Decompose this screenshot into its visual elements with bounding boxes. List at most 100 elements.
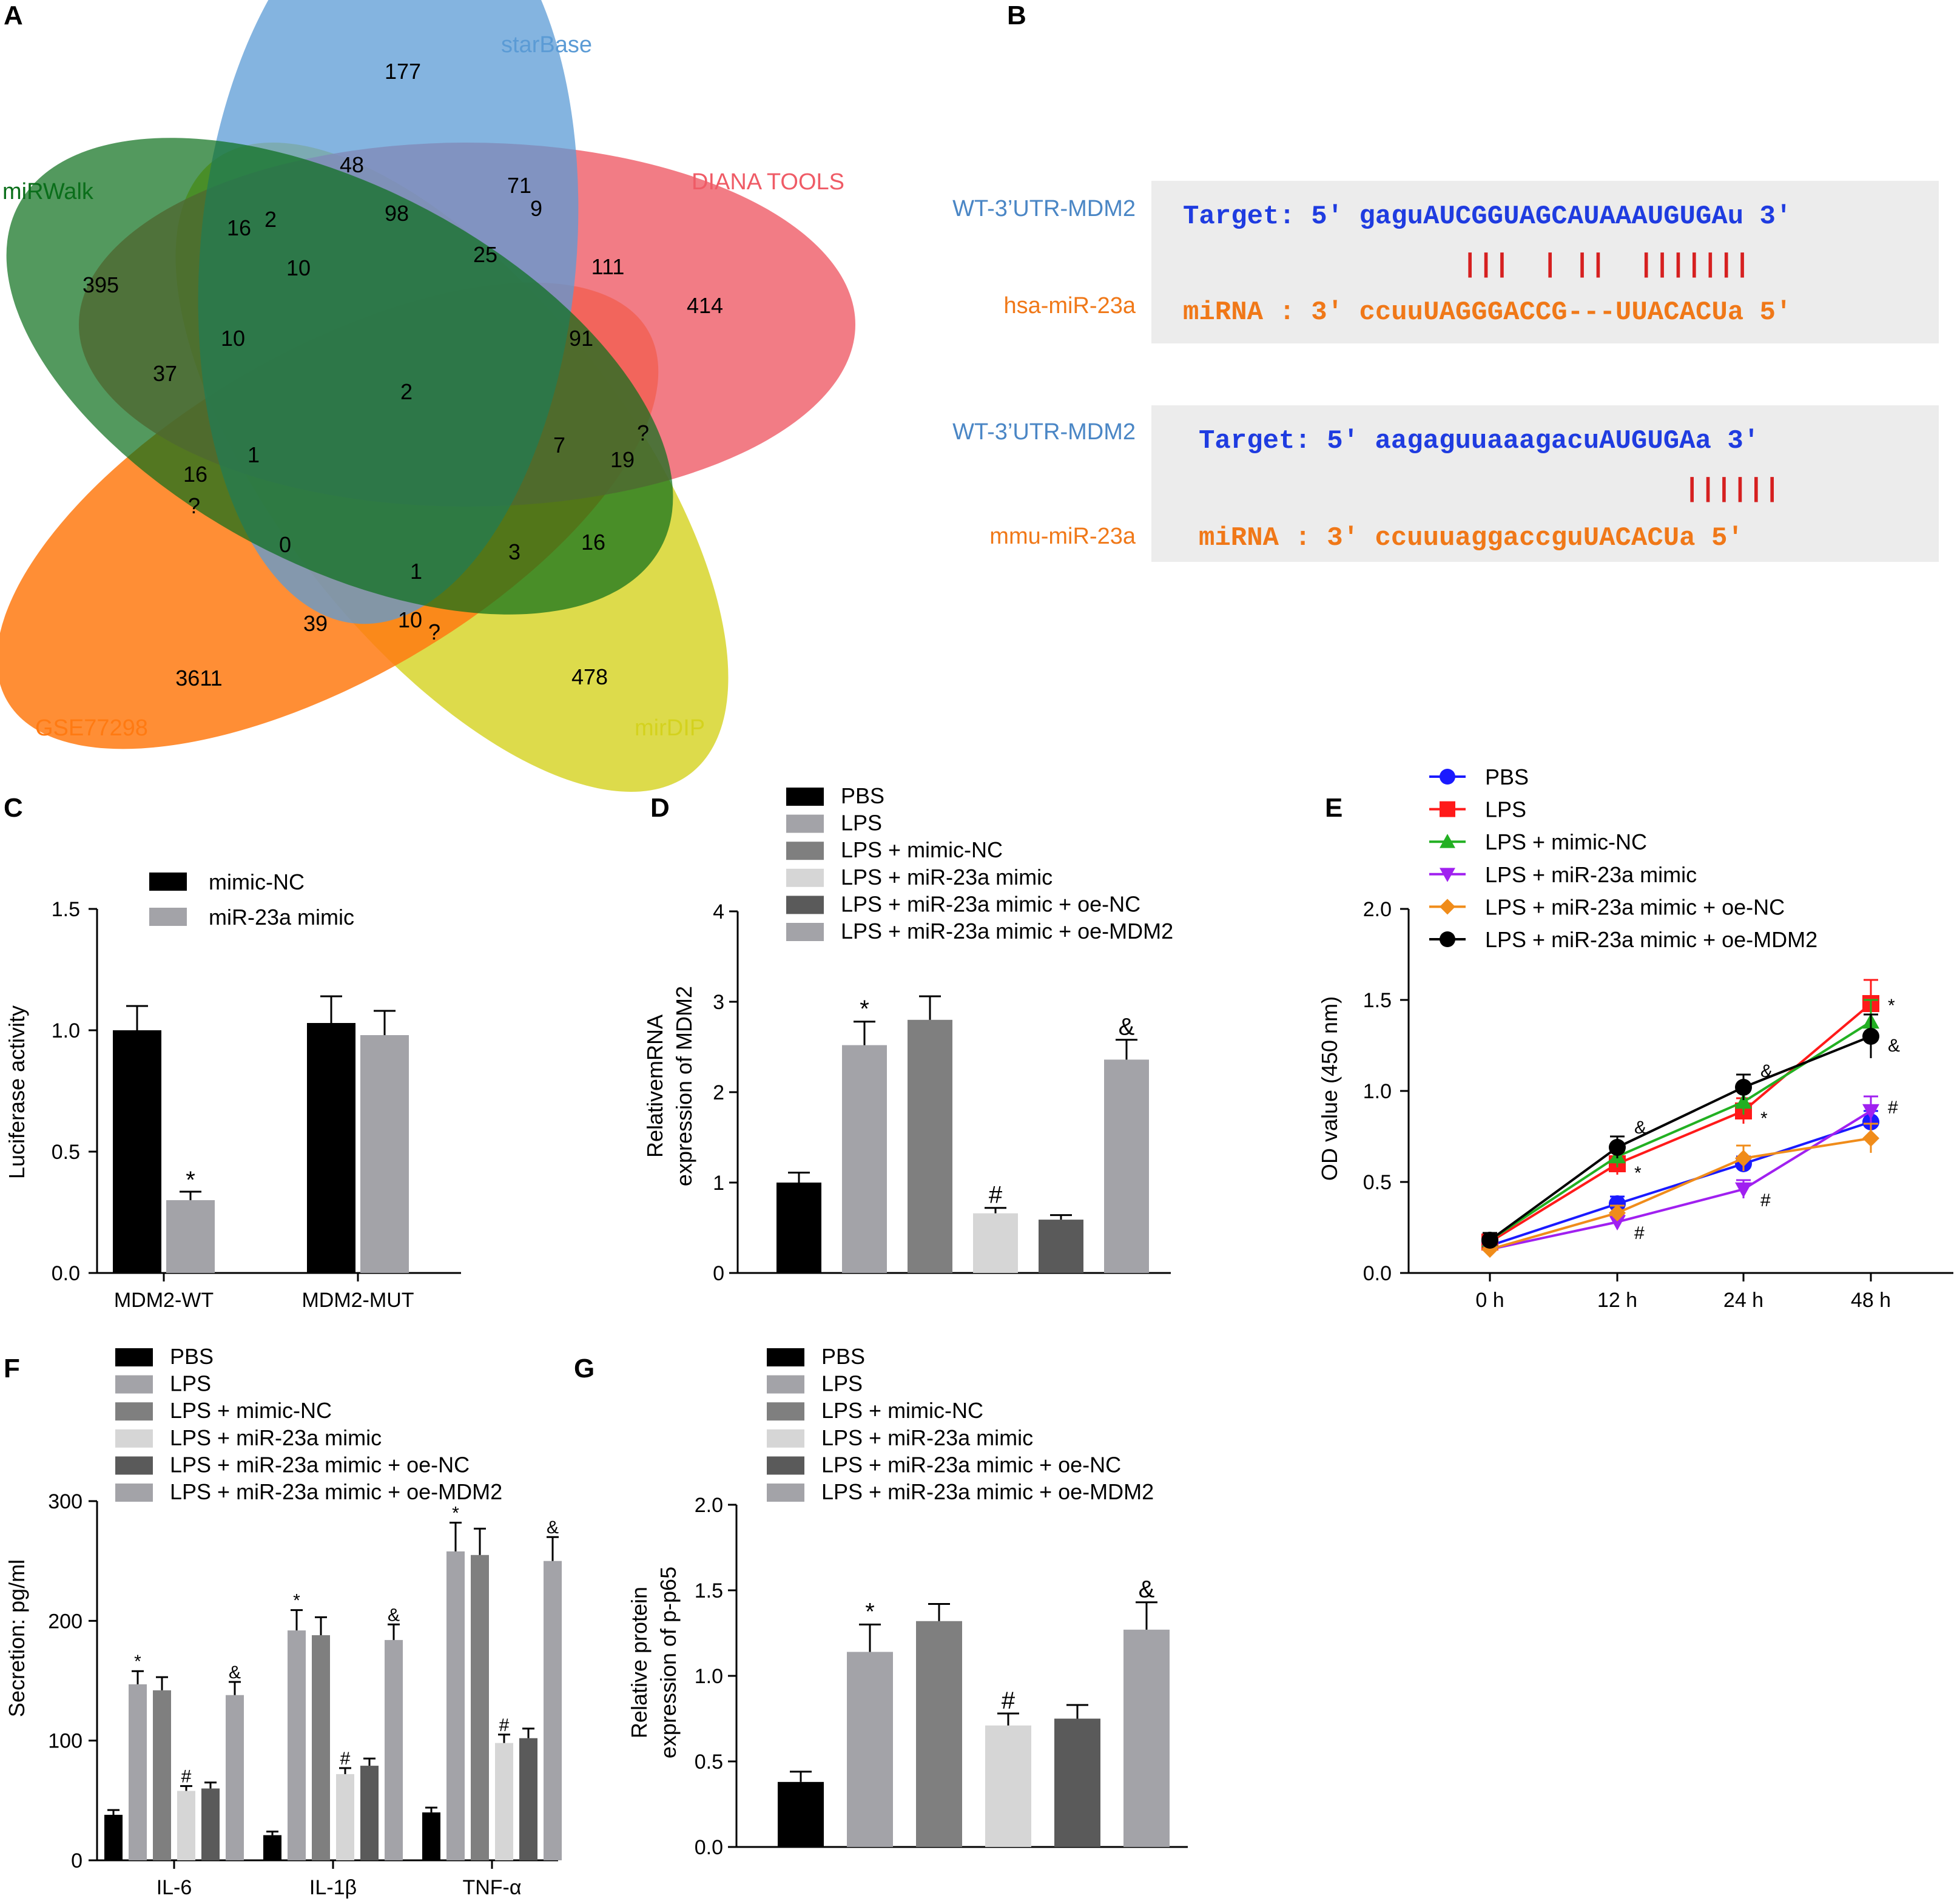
significance-mark: # xyxy=(1888,1098,1898,1118)
venn-count: 48 xyxy=(340,152,364,177)
point-marker xyxy=(1440,899,1455,915)
significance-mark: & xyxy=(388,1605,400,1625)
legend-swatch xyxy=(767,1375,804,1394)
x-tick-label: 48 h xyxy=(1851,1289,1891,1312)
significance-mark: & xyxy=(1634,1118,1646,1138)
legend-swatch xyxy=(115,1429,153,1448)
legend-label: LPS xyxy=(841,811,882,836)
significance-mark: # xyxy=(181,1767,192,1787)
target-sequence-1: Target: 5' gaguAUCGGUAGCAUAAAUGUGAu 3' xyxy=(1183,201,1791,232)
x-tick-label: 24 h xyxy=(1723,1289,1763,1312)
legend-swatch xyxy=(767,1484,804,1502)
legend-label: LPS + miR-23a mimic + oe-NC xyxy=(1485,894,1785,919)
bar xyxy=(226,1695,244,1860)
chart-g-plot: 0.0 0.5 1.0 1.5 2.0 * # & xyxy=(695,1494,1188,1859)
y-tick-label: 0 xyxy=(713,1262,724,1285)
y-tick-label: 2.0 xyxy=(695,1494,723,1517)
legend-label: PBS xyxy=(170,1344,214,1369)
x-tick-label: IL-1β xyxy=(309,1876,357,1899)
bar xyxy=(1039,1220,1083,1273)
point-marker xyxy=(1440,801,1455,817)
panel-letter-d: D xyxy=(650,793,670,823)
bar xyxy=(908,1019,952,1273)
legend-swatch xyxy=(115,1402,153,1421)
x-tick-label: MDM2-WT xyxy=(114,1289,214,1312)
venn-count: 177 xyxy=(385,59,421,84)
bar xyxy=(288,1630,306,1860)
series-line xyxy=(1489,1110,1872,1251)
bar xyxy=(360,1035,409,1273)
panel-letter-a: A xyxy=(4,1,23,30)
significance-mark: & xyxy=(1119,1014,1135,1041)
x-tick-label: TNF-α xyxy=(462,1876,521,1899)
venn-label-mirdip: mirDIP xyxy=(635,715,705,741)
bar xyxy=(263,1835,281,1860)
series-line xyxy=(1489,1035,1871,1241)
legend-label: LPS + miR-23a mimic xyxy=(170,1425,382,1450)
sequence-box-1 xyxy=(1151,181,1939,343)
venn-count: ? xyxy=(188,493,200,518)
legend-swatch xyxy=(786,788,824,806)
y-tick-label: 0.0 xyxy=(1363,1262,1392,1285)
point-marker xyxy=(1609,1139,1626,1156)
venn-count: 91 xyxy=(569,326,593,351)
venn-count: 414 xyxy=(687,293,723,318)
venn-count: 10 xyxy=(286,255,311,280)
significance-mark: * xyxy=(865,1598,875,1625)
y-tick-label: 200 xyxy=(48,1610,83,1633)
significance-mark: & xyxy=(1139,1576,1155,1603)
significance-mark: & xyxy=(1760,1061,1773,1081)
seq-label-wt-2: WT-3’UTR-MDM2 xyxy=(952,419,1136,445)
bar xyxy=(385,1639,403,1860)
venn-count: 3611 xyxy=(175,666,222,690)
venn-count: 7 xyxy=(553,433,565,457)
significance-mark: * xyxy=(1888,996,1895,1016)
venn-count: 478 xyxy=(571,664,608,689)
y-tick-label: 1 xyxy=(713,1172,724,1195)
seq-label-mir-1: hsa-miR-23a xyxy=(1003,293,1136,319)
bar xyxy=(336,1774,354,1860)
ylabel-d-line2: expression of MDM2 xyxy=(672,986,696,1186)
bar xyxy=(847,1652,893,1847)
venn-count: 19 xyxy=(610,447,635,472)
significance-mark: # xyxy=(1634,1223,1645,1243)
venn-count: 395 xyxy=(83,272,119,297)
legend-label: LPS + miR-23a mimic xyxy=(1485,862,1697,887)
target-sequence-2: Target: 5' aagaguuaaagacuAUGUGAa 3' xyxy=(1199,426,1759,456)
ylabel-e: OD value (450 nm) xyxy=(1317,996,1342,1181)
legend-swatch xyxy=(115,1375,153,1394)
legend-label: LPS + miR-23a mimic + oe-NC xyxy=(841,891,1140,916)
bar xyxy=(312,1635,330,1860)
venn-count: 25 xyxy=(473,242,497,267)
point-marker xyxy=(1735,1150,1752,1167)
y-tick-label: 1.5 xyxy=(52,898,80,921)
venn-count: 1 xyxy=(410,559,422,584)
significance-mark: # xyxy=(1002,1687,1016,1714)
x-tick-label: MDM2-MUT xyxy=(301,1289,414,1312)
legend-label: LPS + miR-23a mimic + oe-MDM2 xyxy=(170,1479,502,1504)
point-marker xyxy=(1735,1093,1752,1109)
legend-label: PBS xyxy=(841,783,884,808)
legend-label: LPS + miR-23a mimic + oe-NC xyxy=(821,1452,1121,1477)
chart-c-plot: 0.0 0.5 1.0 1.5 MDM2-WT MDM2-MUT * xyxy=(52,898,461,1312)
bar xyxy=(360,1766,379,1860)
chart-e-plot: 0.0 0.5 1.0 1.5 2.0 0 h 12 h 24 h 48 h * & # & * # * & # xyxy=(1363,898,1953,1312)
y-tick-label: 1.5 xyxy=(1363,989,1392,1012)
legend-label: LPS xyxy=(170,1371,211,1396)
venn-count: 2 xyxy=(400,379,413,404)
legend-label: LPS + miR-23a mimic + oe-MDM2 xyxy=(841,919,1173,944)
bar xyxy=(307,1023,355,1273)
bar xyxy=(916,1621,962,1847)
ylabel-g-line1: Relative protein xyxy=(627,1587,652,1738)
y-tick-label: 2 xyxy=(713,1081,724,1104)
legend-label: PBS xyxy=(1485,765,1529,789)
y-tick-label: 0.0 xyxy=(52,1262,80,1285)
bar xyxy=(985,1725,1031,1847)
y-tick-label: 2.0 xyxy=(1363,898,1392,921)
legend-label: LPS + miR-23a mimic + oe-MDM2 xyxy=(821,1479,1154,1504)
legend-swatch-mimic-nc xyxy=(149,873,187,891)
x-tick-label: 12 h xyxy=(1597,1289,1637,1312)
